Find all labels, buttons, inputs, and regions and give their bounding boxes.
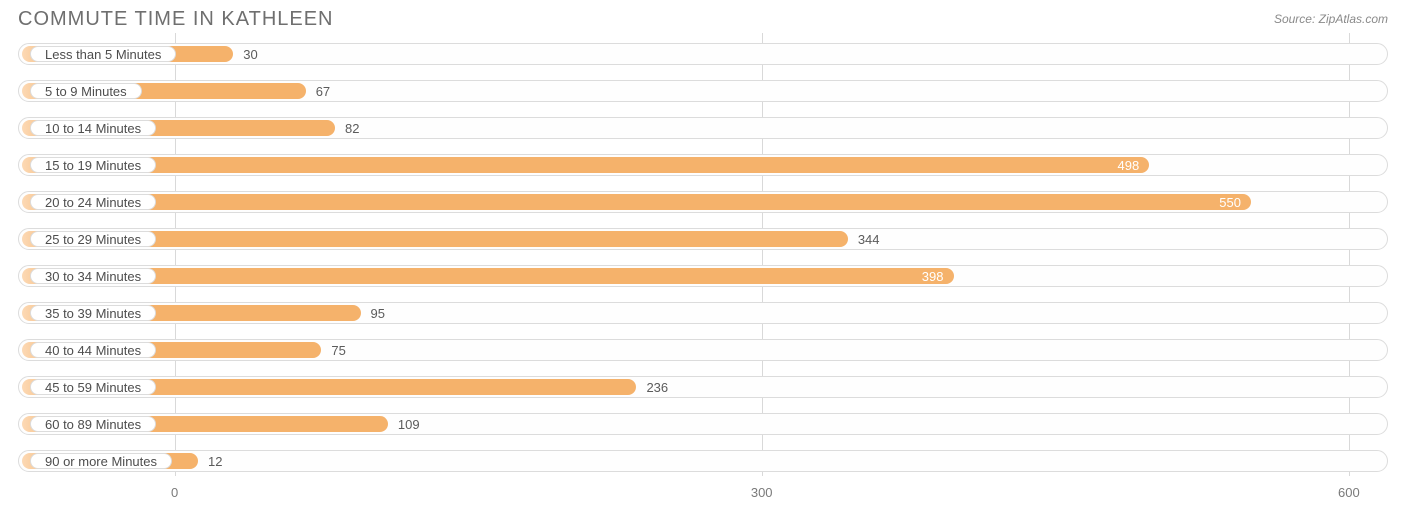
chart-rows: 30 Less than 5 Minutes 67 5 to 9 Minutes 82 1… [18, 39, 1388, 476]
category-pill: Less than 5 Minutes [30, 46, 176, 62]
bar: 550 [22, 194, 1251, 210]
bar-value-label: 398 [922, 269, 944, 284]
bar-row: 67 5 to 9 Minutes [18, 76, 1388, 106]
category-pill: 35 to 39 Minutes [30, 305, 156, 321]
chart-area: 30 Less than 5 Minutes 67 5 to 9 Minutes 82 1… [0, 33, 1406, 476]
x-axis-tick-label: 300 [751, 485, 773, 500]
bar-row: 75 40 to 44 Minutes [18, 335, 1388, 365]
category-pill: 30 to 34 Minutes [30, 268, 156, 284]
bar: 398 [22, 268, 954, 284]
bar-value-label: 67 [316, 84, 330, 99]
category-pill: 10 to 14 Minutes [30, 120, 156, 136]
bar-row: 30 Less than 5 Minutes [18, 39, 1388, 69]
category-pill: 15 to 19 Minutes [30, 157, 156, 173]
bar-value-label: 498 [1118, 158, 1140, 173]
bar-value-label: 30 [243, 47, 257, 62]
bar-row: 498 15 to 19 Minutes [18, 150, 1388, 180]
bar-row: 12 90 or more Minutes [18, 446, 1388, 476]
bar-value-label: 75 [331, 343, 345, 358]
bar-track [18, 450, 1388, 472]
category-pill: 60 to 89 Minutes [30, 416, 156, 432]
bar-row: 95 35 to 39 Minutes [18, 298, 1388, 328]
bar-row: 344 25 to 29 Minutes [18, 224, 1388, 254]
chart-title: COMMUTE TIME IN KATHLEEN [18, 8, 334, 31]
bar-row: 398 30 to 34 Minutes [18, 261, 1388, 291]
category-pill: 25 to 29 Minutes [30, 231, 156, 247]
x-axis-tick-label: 600 [1338, 485, 1360, 500]
bar: 498 [22, 157, 1149, 173]
chart-header: COMMUTE TIME IN KATHLEEN Source: ZipAtla… [0, 0, 1406, 33]
x-axis-tick-label: 0 [171, 485, 178, 500]
bar-row: 109 60 to 89 Minutes [18, 409, 1388, 439]
category-pill: 40 to 44 Minutes [30, 342, 156, 358]
bar-value-label: 344 [858, 232, 880, 247]
bar-value-label: 12 [208, 454, 222, 469]
category-pill: 90 or more Minutes [30, 453, 172, 469]
category-pill: 20 to 24 Minutes [30, 194, 156, 210]
category-pill: 45 to 59 Minutes [30, 379, 156, 395]
bar-value-label: 95 [371, 306, 385, 321]
bar-row: 82 10 to 14 Minutes [18, 113, 1388, 143]
bar-row: 550 20 to 24 Minutes [18, 187, 1388, 217]
bar-value-label: 550 [1219, 195, 1241, 210]
category-pill: 5 to 9 Minutes [30, 83, 142, 99]
bar-value-label: 109 [398, 417, 420, 432]
x-axis: 0 300 600 [18, 483, 1388, 507]
bar-value-label: 236 [646, 380, 668, 395]
chart-source: Source: ZipAtlas.com [1274, 12, 1388, 26]
bar-value-label: 82 [345, 121, 359, 136]
bar-row: 236 45 to 59 Minutes [18, 372, 1388, 402]
